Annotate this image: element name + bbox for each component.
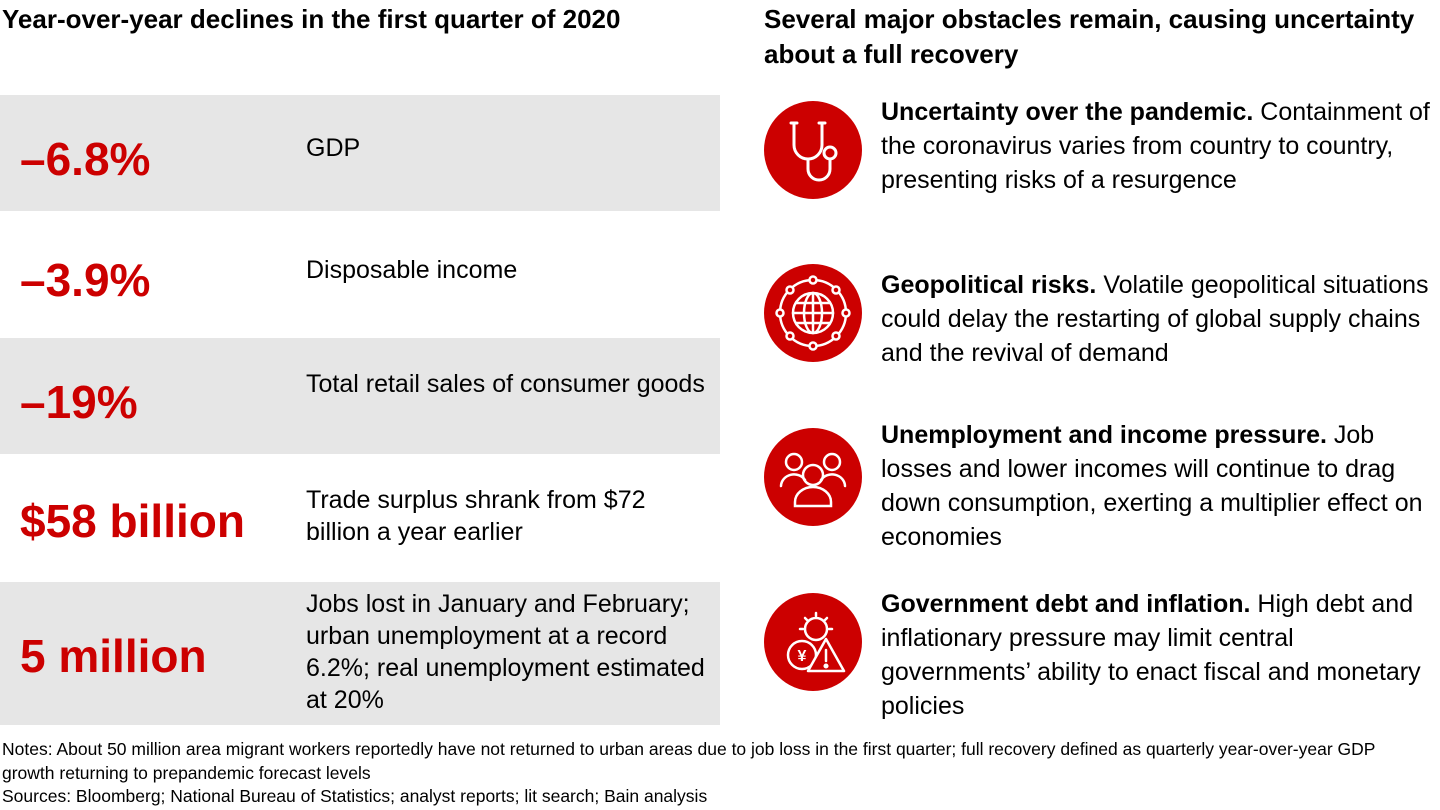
stat-value: 5 million	[20, 630, 207, 682]
obstacle-text: Unemployment and income pressure. Job lo…	[881, 418, 1439, 554]
stat-value: –19%	[20, 376, 138, 428]
globe-network-icon	[764, 264, 862, 362]
stat-row-gdp: –6.8% GDP	[0, 95, 720, 211]
stat-label: Jobs lost in January and February; urban…	[306, 590, 705, 714]
obstacle-description: Volatile geopolitical situations could d…	[881, 271, 1429, 367]
notes-text: Notes: About 50 million area migrant wor…	[2, 739, 1376, 783]
obstacle-text: Geopolitical risks. Volatile geopolitica…	[881, 268, 1439, 370]
obstacle-title: Government debt and inflation.	[881, 590, 1251, 618]
stat-row-trade-surplus: $58 billion Trade surplus shrank from $7…	[0, 460, 720, 576]
stat-label: Disposable income	[306, 256, 518, 284]
people-group-icon	[764, 428, 862, 526]
debt-warning-icon: ¥	[764, 593, 862, 691]
stat-label: Trade surplus shrank from $72 billion a …	[306, 486, 646, 546]
svg-text:¥: ¥	[798, 648, 807, 665]
sources-text: Sources: Bloomberg; National Bureau of S…	[2, 786, 708, 806]
obstacle-text: Government debt and inflation. High debt…	[881, 587, 1439, 723]
stat-value: –3.9%	[20, 254, 151, 306]
obstacle-title: Unemployment and income pressure.	[881, 421, 1327, 449]
obstacle-description: Containment of the coronavirus varies fr…	[881, 98, 1430, 194]
obstacle-description: High debt and inflationary pressure may …	[881, 590, 1421, 720]
stat-value: $58 billion	[20, 495, 245, 547]
stat-row-retail-sales: –19% Total retail sales of consumer good…	[0, 338, 720, 454]
stat-row-disposable-income: –3.9% Disposable income	[0, 216, 720, 332]
stat-label: Total retail sales of consumer goods	[306, 370, 705, 398]
obstacle-title: Uncertainty over the pandemic.	[881, 98, 1254, 126]
stethoscope-icon	[764, 101, 862, 199]
left-heading: Year-over-year declines in the first qua…	[2, 4, 621, 34]
obstacle-title: Geopolitical risks.	[881, 271, 1097, 299]
stat-row-jobs-lost: 5 million Jobs lost in January and Febru…	[0, 582, 720, 725]
right-heading: Several major obstacles remain, causing …	[764, 4, 1415, 69]
stat-label: GDP	[306, 134, 361, 162]
stat-value: –6.8%	[20, 133, 151, 185]
footnotes: Notes: About 50 million area migrant wor…	[2, 738, 1432, 809]
obstacle-description: Job losses and lower incomes will contin…	[881, 421, 1423, 551]
obstacle-text: Uncertainty over the pandemic. Containme…	[881, 95, 1439, 197]
